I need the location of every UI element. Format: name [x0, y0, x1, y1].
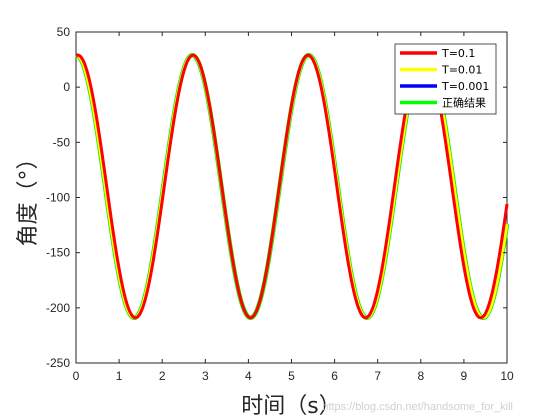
x-tick-label: 5 — [288, 369, 295, 383]
x-tick-label: 6 — [331, 369, 338, 383]
legend: T=0.1 T=0.01 T=0.001 正确结果 — [394, 43, 497, 115]
legend-label: T=0.01 — [441, 64, 482, 77]
x-tick-label: 10 — [500, 369, 514, 383]
y-tick-label: -200 — [46, 301, 70, 315]
y-tick-label: 50 — [57, 25, 71, 39]
x-tick-label: 9 — [461, 369, 468, 383]
y-tick-label: 0 — [63, 80, 70, 94]
ticks-layer: 0 1 2 3 4 5 6 7 8 9 10 50 0 -50 -100 -150 -200 -250 — [46, 25, 514, 383]
x-tick-label: 1 — [116, 369, 123, 383]
y-tick-label: -100 — [46, 191, 70, 205]
x-axis-label: 时间（s） — [241, 394, 340, 419]
legend-label: 正确结果 — [442, 97, 486, 110]
x-tick-label: 4 — [245, 369, 252, 383]
x-tick-label: 2 — [159, 369, 166, 383]
y-axis-label: 角度（°） — [16, 147, 41, 246]
x-tick-label: 3 — [202, 369, 209, 383]
legend-label: T=0.001 — [441, 80, 489, 93]
watermark: https://blog.csdn.net/handsome_for_kill — [322, 401, 513, 413]
x-tick-label: 7 — [374, 369, 381, 383]
y-tick-label: -150 — [46, 246, 70, 260]
x-tick-label: 8 — [417, 369, 424, 383]
legend-label: T=0.1 — [441, 47, 475, 60]
y-tick-label: -250 — [46, 356, 70, 370]
x-tick-label: 0 — [73, 369, 80, 383]
y-tick-label: -50 — [53, 135, 71, 149]
